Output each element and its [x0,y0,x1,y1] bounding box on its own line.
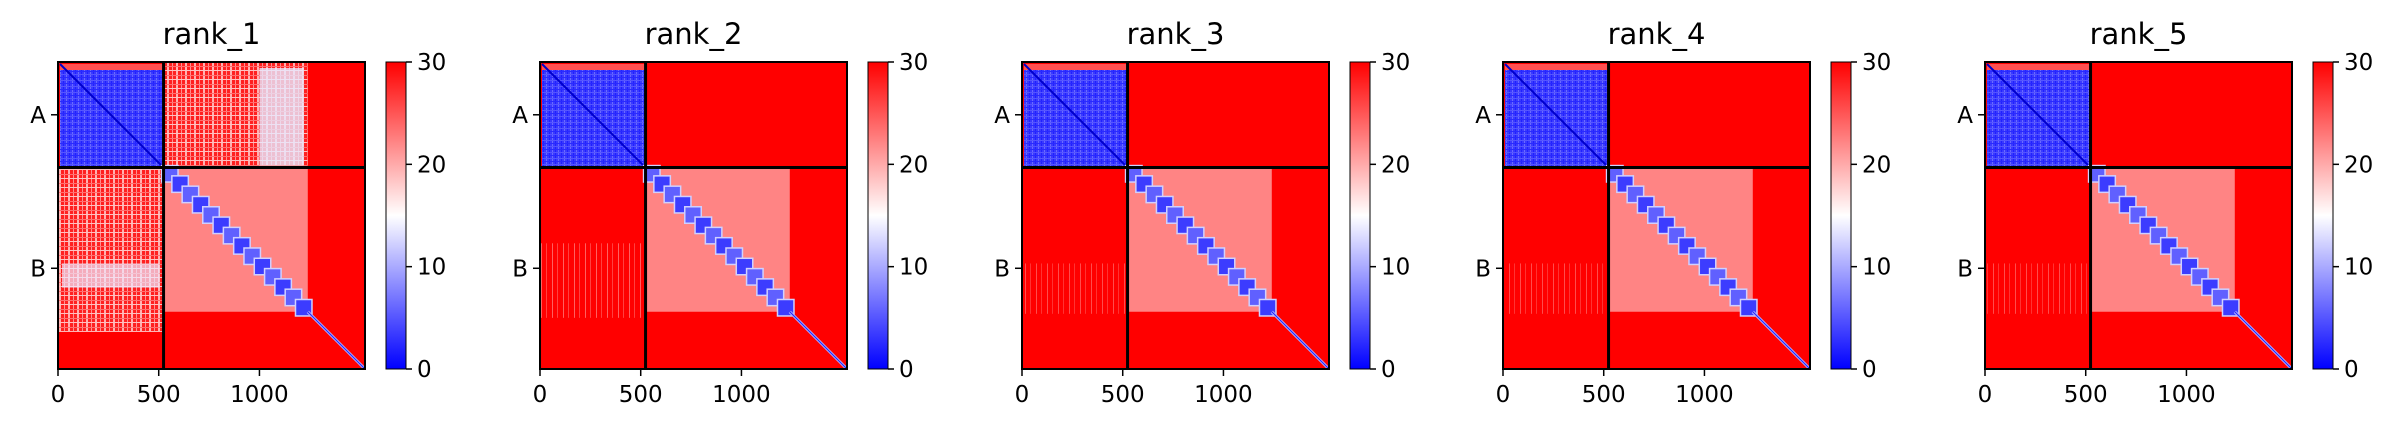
chain-a-top-edge [1024,64,1127,70]
colorbar [385,61,407,370]
panel-title: rank_2 [645,17,743,51]
panel-title: rank_4 [1608,17,1706,51]
plot-frame [539,61,848,370]
y-tick-label: A [30,103,46,129]
heatmap-panel-5: rank_5 A B 0 500 1000 0 10 20 30 [1957,17,2373,408]
y-tick-label: B [994,256,1010,282]
offdiag-block-BA [540,243,646,318]
colorbar-tick-label: 0 [2344,357,2359,383]
colorbar-tick-label: 30 [2344,50,2373,76]
heatmap-panel-3: rank_3 A B 0 500 1000 0 10 20 30 [994,17,1410,408]
chain-a-top-edge [1987,64,2090,70]
colorbar-tick-label: 0 [1862,357,1877,383]
colorbar [1349,61,1371,370]
plot-frame [1502,61,1811,370]
colorbar-tick-label: 30 [1862,50,1891,76]
plot-frame [57,61,366,370]
colorbar-tick-label: 20 [1381,152,1410,178]
colorbar-tick-label: 30 [899,50,928,76]
colorbar-tick-label: 10 [1381,255,1410,281]
x-tick-label: 1000 [1194,382,1253,408]
offdiag-block-BA [1022,263,1128,314]
x-tick-label: 500 [1101,382,1145,408]
plot-frame [1021,61,1330,370]
colorbar-tick-label: 20 [417,152,446,178]
colorbar-tick-label: 30 [417,50,446,76]
x-tick-label: 0 [1978,382,1993,408]
tail-diagonal-core [1271,311,1329,369]
y-tick-label: B [1475,256,1491,282]
chain-a-top-edge [1505,64,1608,70]
chain-a-diagonal [1023,63,1129,169]
chain-a-top-edge [542,64,645,70]
tail-diagonal-core [1752,311,1810,369]
tail-diagonal-core [307,311,365,369]
chain-a-diagonal [1986,63,2092,169]
offdiag-block-BA [1985,263,2091,314]
colorbar [2312,61,2334,370]
panel-title: rank_1 [163,17,261,51]
y-tick-label: A [512,103,528,129]
y-tick-label: A [994,103,1010,129]
x-tick-label: 0 [1496,382,1511,408]
x-tick-label: 1000 [2157,382,2216,408]
y-tick-label: B [1957,256,1973,282]
colorbar-tick-label: 10 [899,255,928,281]
chain-a-diagonal [59,63,165,169]
colorbar-tick-label: 10 [2344,255,2373,281]
offdiag-block-BA [1503,263,1609,314]
heatmap-panel-4: rank_4 A B 0 500 1000 0 10 20 30 [1475,17,1891,408]
x-tick-label: 1000 [1675,382,1734,408]
plot-frame [1984,61,2293,370]
colorbar-tick-label: 10 [417,255,446,281]
x-tick-label: 500 [2064,382,2108,408]
x-tick-label: 500 [619,382,663,408]
x-tick-label: 1000 [230,382,289,408]
x-tick-label: 0 [51,382,66,408]
y-tick-label: B [512,256,528,282]
y-tick-label: B [30,256,46,282]
heatmap-panel-2: rank_2 A B 0 500 1000 0 10 20 30 [512,17,928,408]
x-tick-label: 1000 [712,382,771,408]
colorbar-tick-label: 20 [899,152,928,178]
panel-title: rank_5 [2090,17,2188,51]
offdiag-light-band [259,68,304,166]
x-tick-label: 500 [1582,382,1626,408]
colorbar-tick-label: 0 [417,357,432,383]
chain-a-diagonal [541,63,647,169]
colorbar-tick-label: 20 [1862,152,1891,178]
colorbar-tick-label: 10 [1862,255,1891,281]
y-tick-label: A [1957,103,1973,129]
offdiag-block-BA [58,167,164,332]
x-tick-label: 0 [533,382,548,408]
heatmap-panel-1: rank_1 A B 0 500 1000 0 10 20 30 [30,17,446,408]
x-tick-label: 0 [1015,382,1030,408]
x-tick-label: 500 [137,382,181,408]
colorbar-tick-label: 0 [1381,357,1396,383]
colorbar-tick-label: 0 [899,357,914,383]
panel-title: rank_3 [1127,17,1225,51]
colorbar-tick-label: 30 [1381,50,1410,76]
chain-a-top-edge [60,64,163,70]
colorbar-tick-label: 20 [2344,152,2373,178]
tail-diagonal-core [789,311,847,369]
offdiag-light-band-2 [62,263,160,288]
tail-diagonal-core [2234,311,2292,369]
chain-a-diagonal [1504,63,1610,169]
y-tick-label: A [1475,103,1491,129]
colorbar [867,61,889,370]
colorbar [1830,61,1852,370]
